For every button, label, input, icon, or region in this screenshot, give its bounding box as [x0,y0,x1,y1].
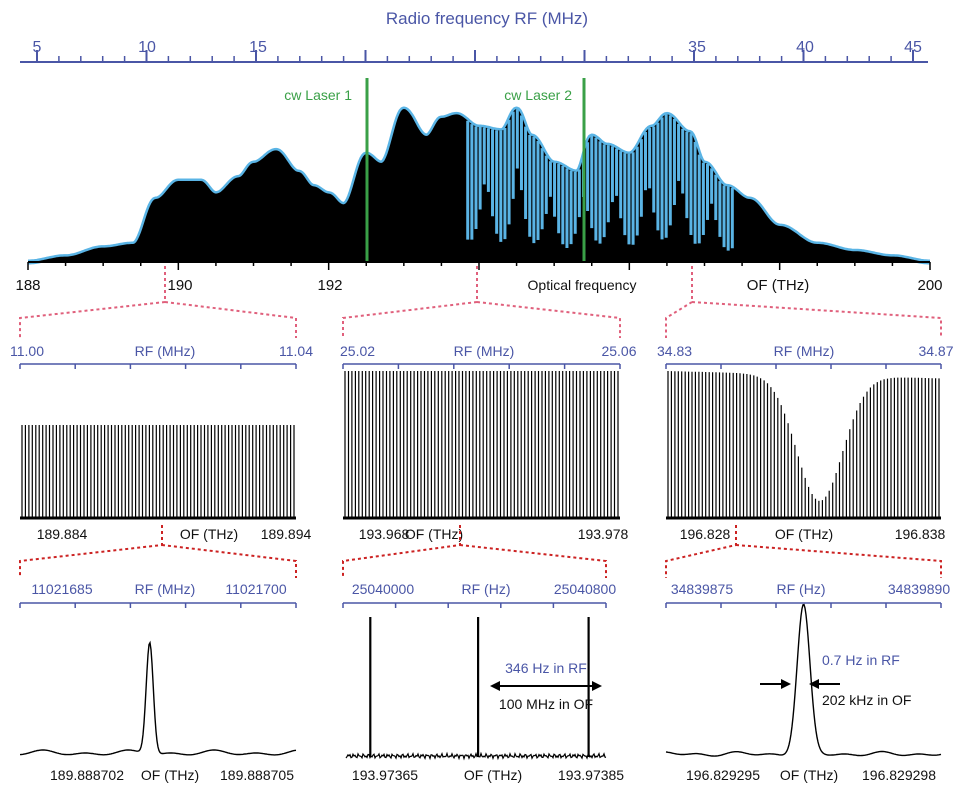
q2-of-right: 193.97385 [558,767,624,783]
p3-rf-left: 34.83 [657,343,692,359]
laser-lines: cw Laser 1 cw Laser 2 [284,78,586,262]
line-panel-1 [19,602,297,756]
p1-of-left: 189.884 [37,526,88,542]
q3-rf-left: 34839875 [671,581,734,597]
rf-tick-label: 45 [904,39,922,56]
lineshape [20,640,297,756]
laser-2-label: cw Laser 2 [504,87,572,103]
p1-rf-left: 11.00 [10,343,44,359]
arrow-right-icon [781,679,791,689]
p3-of-right: 196.838 [895,526,946,542]
p3-rf-title: RF (MHz) [774,343,835,359]
arrow-left-icon [809,679,819,689]
main-of-axis: 188 190 192 200 Optical frequency OF (TH… [15,261,943,294]
q3-of-title: OF (THz) [780,767,838,783]
ann-spacing-rf: 346 Hz in RF [505,660,587,676]
q2-rf-left: 25040000 [352,581,415,597]
line-panel-2 [342,602,607,761]
q2-rf-title: RF (Hz) [462,581,511,597]
arrow-right-icon [592,681,602,691]
p1-rf-right: 11.04 [279,343,313,359]
q2-of-title: OF (THz) [464,767,522,783]
zoom-panel-2 [342,363,621,520]
p2-of-left: 193.968 [359,526,410,542]
q1-rf-title: RF (MHz) [135,581,196,597]
zoom-panel-1 [19,363,297,520]
row2-labels: 11021685 RF (MHz) 11021700 25040000 RF (… [31,581,950,783]
q2-of-left: 193.97365 [352,767,418,783]
q3-rf-title: RF (Hz) [777,581,826,597]
q3-rf-right: 34839890 [888,581,951,597]
p3-rf-right: 34.87 [918,343,953,359]
main-rf-axis: Radio frequency RF (MHz) 5 10 15 35 40 4… [20,9,928,63]
main-spectrum [27,106,931,265]
q2-rf-right: 25040800 [554,581,617,597]
q1-of-right: 189.888705 [220,767,294,783]
of-tick-label: 188 [15,277,40,294]
ann-spacing-of: 100 MHz in OF [499,696,593,712]
q1-rf-right: 11021700 [225,581,286,597]
arrow-left-icon [490,681,500,691]
p2-rf-right: 25.06 [601,343,636,359]
zoom-connectors-2 [19,525,942,578]
p2-of-title: OF (THz) [405,526,463,542]
zoom-panel-3 [665,363,942,520]
line-panel-3 [665,602,942,757]
p1-of-title: OF (THz) [180,526,238,542]
rf-tick-label: 10 [138,39,156,56]
of-tick-label: 190 [167,277,192,294]
laser-1-label: cw Laser 1 [284,87,352,103]
ann-width-of: 202 kHz in OF [822,692,911,708]
q3-of-right: 196.829298 [862,767,936,783]
p2-of-right: 193.978 [578,526,629,542]
p2-rf-left: 25.02 [340,343,375,359]
rf-tick-label: 15 [249,39,267,56]
p1-of-right: 189.894 [261,526,312,542]
ann-width-rf: 0.7 Hz in RF [822,652,900,668]
of-tick-label: 200 [917,277,942,294]
q1-of-title: OF (THz) [141,767,199,783]
p1-rf-title: RF (MHz) [135,343,196,359]
rf-tick-label: 40 [796,39,814,56]
row1-labels: 11.00 RF (MHz) 11.04 25.02 RF (MHz) 25.0… [10,343,954,542]
p2-rf-title: RF (MHz) [454,343,515,359]
main-rf-axis-title: Radio frequency RF (MHz) [386,9,588,28]
noise-floor [345,751,607,761]
of-axis-label-optical: Optical frequency [528,277,637,293]
zoom-connectors-1 [19,266,942,338]
of-axis-label-unit: OF (THz) [747,277,809,294]
q1-of-left: 189.888702 [50,767,124,783]
zoom-row-2 [19,602,942,761]
p3-of-left: 196.828 [680,526,731,542]
rf-tick-label: 35 [688,39,706,56]
zoom-row-1 [19,363,942,520]
q3-of-left: 196.829295 [686,767,760,783]
of-tick-label: 192 [317,277,342,294]
p3-of-title: OF (THz) [775,526,833,542]
lineshape [665,603,942,757]
rf-tick-label: 5 [33,39,42,56]
q1-rf-left: 11021685 [31,581,92,597]
